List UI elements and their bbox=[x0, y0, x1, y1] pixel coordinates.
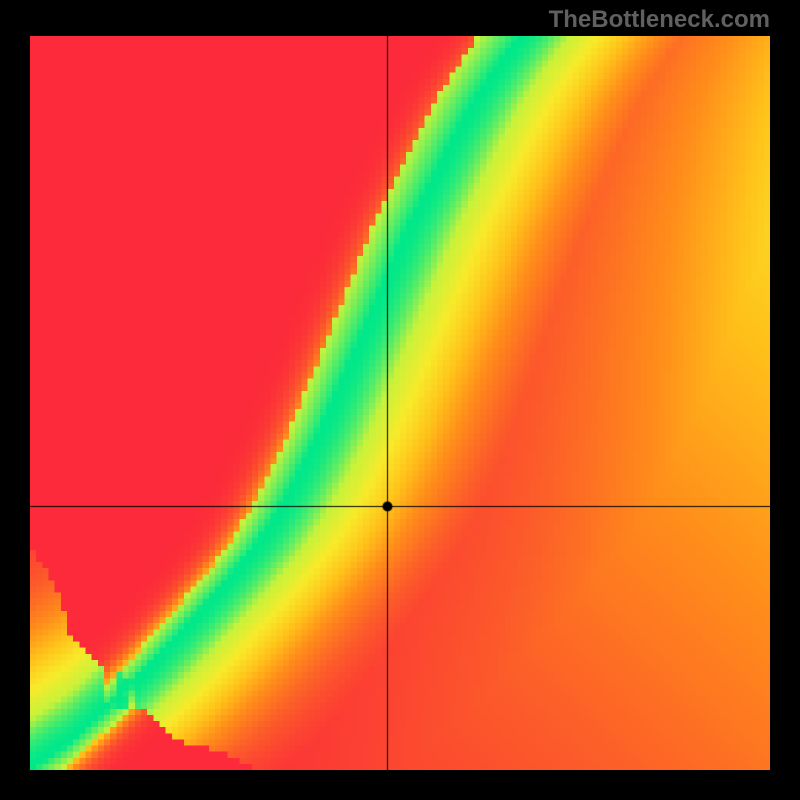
crosshair-overlay bbox=[30, 36, 770, 770]
chart-container: TheBottleneck.com bbox=[0, 0, 800, 800]
watermark-text: TheBottleneck.com bbox=[549, 6, 770, 34]
